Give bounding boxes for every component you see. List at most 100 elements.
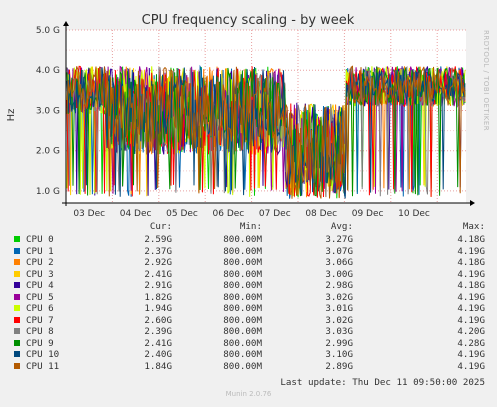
legend-row: CPU 2 2.92G 800.00M 3.06G 4.18G: [0, 257, 497, 268]
chart: CPU frequency scaling - by week RRDTOOL …: [6, 13, 490, 219]
legend-name: CPU 11: [26, 360, 60, 372]
legend-cur: 2.39G: [144, 326, 172, 337]
legend-swatch: [14, 362, 20, 369]
legend-min: 800.00M: [223, 280, 262, 291]
x-tick-label: 09 Dec: [352, 209, 384, 219]
legend-row: CPU 4 2.91G 800.00M 2.98G 4.18G: [0, 280, 497, 291]
legend-min: 800.00M: [223, 337, 262, 349]
chart-title: CPU frequency scaling - by week: [142, 13, 355, 28]
legend-max: 4.28G: [457, 337, 485, 349]
legend-cur: 1.82G: [144, 291, 172, 303]
legend-cur: 2.41G: [144, 268, 172, 280]
legend-min: 800.00M: [223, 234, 262, 245]
legend-min: 800.00M: [223, 268, 262, 280]
munin-version: Munin 2.0.76: [225, 390, 272, 398]
y-tick-label: 4.0 G: [36, 66, 60, 76]
legend-cur: 2.59G: [144, 234, 172, 245]
legend-cur: 1.84G: [144, 360, 172, 372]
legend-swatch: [14, 328, 20, 334]
legend-max: 4.19G: [457, 291, 485, 303]
legend-max: 4.20G: [457, 326, 485, 337]
legend-max: 4.19G: [457, 303, 485, 314]
legend-swatch: [14, 305, 20, 311]
legend-header: Cur: Min: Avg: Max:: [0, 221, 497, 232]
legend-swatch: [14, 316, 20, 323]
x-tick-label: 10 Dec: [398, 209, 430, 219]
legend-avg: 2.98G: [325, 280, 353, 291]
legend-avg: 3.02G: [325, 314, 353, 326]
header-avg: Avg:: [330, 221, 353, 232]
series-line-cpu-11: [66, 65, 466, 199]
header-cur: Cur:: [149, 221, 172, 232]
legend-min: 800.00M: [223, 257, 262, 268]
legend-avg: 3.02G: [325, 291, 353, 303]
y-ticks: 1.0 G 2.0 G 3.0 G 4.0 G 5.0 G: [36, 26, 60, 197]
last-update: Last update: Thu Dec 11 09:50:00 2025: [280, 377, 485, 388]
legend-cur: 2.40G: [144, 349, 172, 360]
y-tick-label: 3.0 G: [36, 106, 60, 116]
legend-cur: 2.91G: [144, 280, 172, 291]
legend-swatch: [14, 236, 20, 242]
legend-name: CPU 5: [26, 291, 54, 303]
y-tick-label: 5.0 G: [36, 26, 60, 36]
x-tick-label: 08 Dec: [305, 209, 337, 219]
legend-row: CPU 0 2.59G 800.00M 3.27G 4.18G: [0, 234, 497, 245]
legend-swatch: [14, 270, 20, 277]
legend-cur: 2.92G: [144, 257, 172, 268]
legend-cur: 2.41G: [144, 337, 172, 349]
y-tick-label: 1.0 G: [36, 187, 60, 197]
legend-min: 800.00M: [223, 360, 262, 372]
legend-name: CPU 2: [26, 257, 54, 268]
legend-row: CPU 8 2.39G 800.00M 3.03G 4.20G: [0, 326, 497, 337]
y-axis-arrow: [63, 21, 69, 26]
legend-cur: 2.60G: [144, 314, 172, 326]
legend-row: CPU 1 2.37G 800.00M 3.07G 4.19G: [0, 246, 497, 257]
legend-swatch: [14, 282, 20, 288]
legend-max: 4.19G: [457, 349, 485, 360]
x-axis-arrow: [470, 200, 475, 206]
x-tick-label: 06 Dec: [213, 209, 245, 219]
legend-min: 800.00M: [223, 291, 262, 303]
rrdtool-credit: RRDTOOL / TOBI OETIKER: [482, 30, 490, 131]
series-lines: [66, 64, 466, 199]
legend-max: 4.18G: [457, 280, 485, 291]
header-min: Min:: [239, 221, 262, 232]
legend-avg: 2.99G: [325, 337, 353, 349]
legend-avg: 3.01G: [325, 303, 353, 314]
legend-name: CPU 8: [26, 326, 54, 337]
y-tick-label: 2.0 G: [36, 147, 60, 157]
legend-min: 800.00M: [223, 326, 262, 337]
legend-cur: 1.94G: [144, 303, 172, 314]
legend-name: CPU 3: [26, 268, 54, 280]
legend-swatch: [14, 247, 20, 254]
legend-swatch: [14, 293, 20, 300]
legend-name: CPU 4: [26, 280, 54, 291]
legend-max: 4.19G: [457, 268, 485, 280]
legend-name: CPU 7: [26, 314, 54, 326]
legend-row: CPU 10 2.40G 800.00M 3.10G 4.19G: [0, 349, 497, 360]
legend-min: 800.00M: [223, 314, 262, 326]
legend-avg: 3.06G: [325, 257, 353, 268]
legend-avg: 3.10G: [325, 349, 353, 360]
legend-row: CPU 7 2.60G 800.00M 3.02G 4.19G: [0, 315, 497, 326]
header-max: Max:: [462, 221, 485, 232]
x-tick-label: 07 Dec: [259, 209, 291, 219]
legend-min: 800.00M: [223, 245, 262, 257]
x-tick-label: 05 Dec: [166, 209, 198, 219]
legend-avg: 3.07G: [325, 245, 353, 257]
legend-name: CPU 9: [26, 337, 54, 349]
legend-max: 4.19G: [457, 360, 485, 372]
legend-swatch: [14, 259, 20, 265]
legend-row: CPU 5 1.82G 800.00M 3.02G 4.19G: [0, 292, 497, 303]
y-axis-label: Hz: [6, 109, 17, 122]
x-tick-label: 04 Dec: [120, 209, 152, 219]
legend-avg: 3.27G: [325, 234, 353, 245]
legend-row: CPU 3 2.41G 800.00M 3.00G 4.19G: [0, 269, 497, 280]
legend-swatch: [14, 339, 20, 346]
legend-name: CPU 6: [26, 303, 54, 314]
legend-avg: 3.00G: [325, 268, 353, 280]
legend-max: 4.19G: [457, 314, 485, 326]
legend-min: 800.00M: [223, 303, 262, 314]
legend-name: CPU 1: [26, 245, 54, 257]
legend-swatch: [14, 351, 20, 357]
